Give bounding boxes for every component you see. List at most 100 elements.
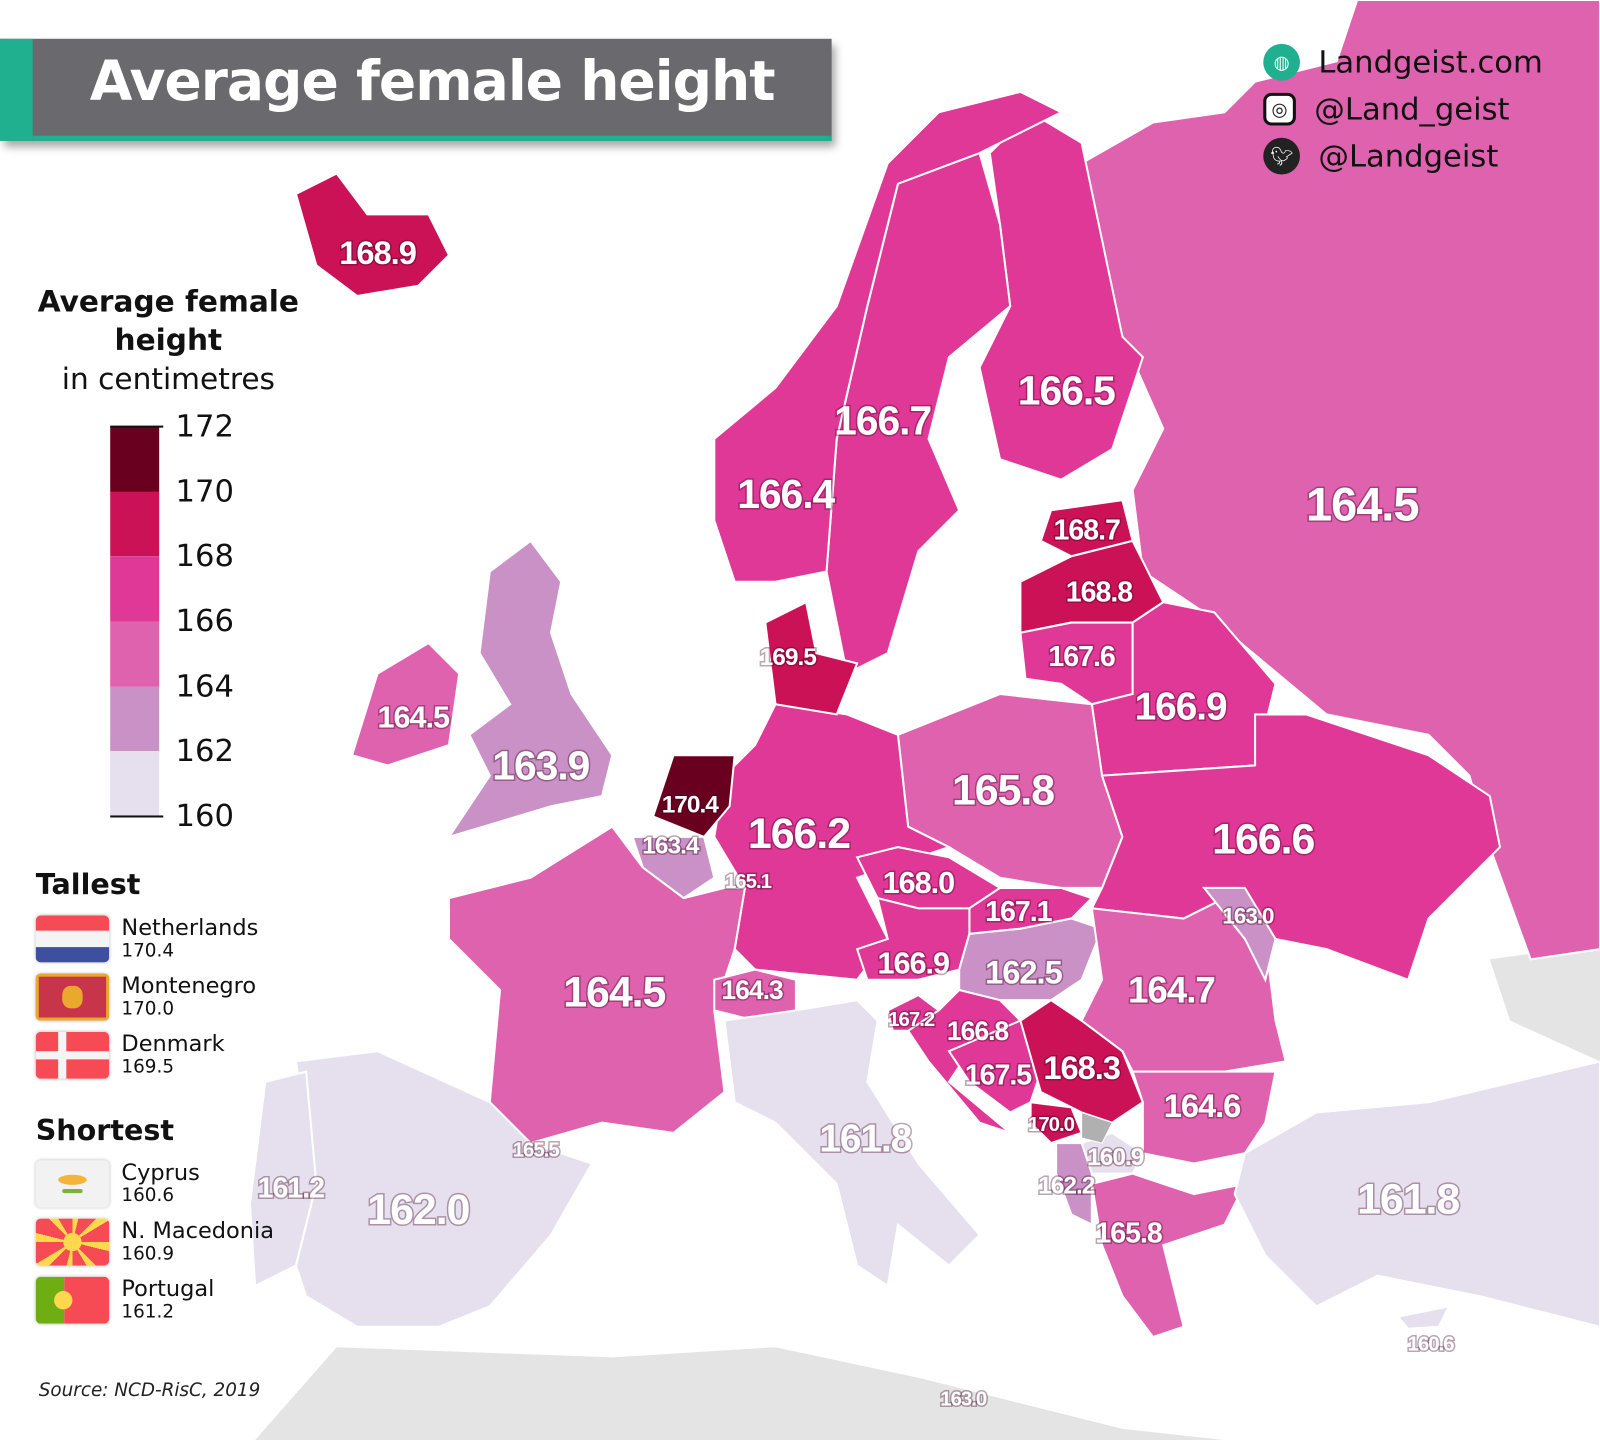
value-label-poland: 165.8 <box>952 766 1054 814</box>
country-netherlands <box>651 754 736 839</box>
country-croatia <box>906 988 1023 1134</box>
value-label-finland: 166.5 <box>1018 368 1115 414</box>
value-label-netherlands: 170.4 <box>662 792 720 819</box>
country-value: 170.4 <box>121 939 175 962</box>
scale-bin <box>110 426 160 492</box>
shortest-heading: Shortest <box>35 1113 175 1148</box>
tallest-entry: Netherlands 170.4 <box>35 915 259 963</box>
value-label-norway: 166.4 <box>737 471 835 517</box>
country-portugal <box>248 1070 318 1288</box>
country-norway <box>713 90 1064 583</box>
source-note: Source: NCD-RisC, 2019 <box>38 1379 261 1402</box>
scale-bin <box>110 556 160 622</box>
scale-tick-line <box>110 425 164 428</box>
value-label-iceland: 168.9 <box>339 234 416 271</box>
value-label-italy: 161.8 <box>819 1117 911 1160</box>
value-label-denmark: 169.5 <box>760 644 817 671</box>
country-kosovo-no-data <box>1081 1111 1113 1144</box>
country-turkey <box>1233 1060 1600 1328</box>
value-label-sweden: 166.7 <box>834 397 931 443</box>
value-label-croatia: 166.8 <box>947 1016 1009 1046</box>
social-website[interactable]: ◍ Landgeist.com <box>1263 39 1543 86</box>
scale-bin <box>110 751 160 817</box>
scale-tick-label: 162 <box>175 733 234 770</box>
value-label-germany: 166.2 <box>748 810 850 858</box>
value-label-turkey: 161.8 <box>1357 1176 1459 1224</box>
value-label-ireland: 164.5 <box>378 701 450 735</box>
value-label-moldova: 163.0 <box>1222 903 1274 928</box>
value-label-slovenia: 167.2 <box>888 1009 935 1031</box>
country-name: Cyprus <box>121 1160 200 1186</box>
social-twitter[interactable]: 🐦︎ @Landgeist <box>1263 133 1543 180</box>
netherlands-flag <box>35 915 110 963</box>
value-label-luxembourg: 165.1 <box>725 871 772 893</box>
value-label-romania: 164.7 <box>1128 970 1215 1011</box>
globe-icon: ◍ <box>1263 43 1300 81</box>
scale-tick-line <box>110 815 164 818</box>
montenegro-flag <box>35 973 110 1021</box>
social-instagram[interactable]: ◎ @Land_geist <box>1263 86 1543 133</box>
country-value: 169.5 <box>121 1056 175 1078</box>
denmark-flag <box>35 1031 110 1079</box>
tallest-entry: Montenegro 170.0 <box>35 973 257 1021</box>
value-label-spain: 162.0 <box>367 1186 469 1234</box>
legend-subtitle: in centimetres <box>61 361 275 396</box>
value-label-ukraine: 166.6 <box>1212 815 1314 863</box>
value-label-belgium: 163.4 <box>642 833 700 860</box>
value-label-albania: 162.2 <box>1038 1172 1095 1199</box>
scale-tick-label: 160 <box>175 798 234 835</box>
portugal-flag <box>35 1276 110 1324</box>
country-cyprus <box>1396 1304 1451 1330</box>
scale-tick-label: 166 <box>175 603 234 640</box>
page-title: Average female height <box>89 48 776 114</box>
value-label-uk: 163.9 <box>492 742 589 788</box>
value-label-latvia: 168.8 <box>1066 577 1133 609</box>
country-moldova <box>1201 886 1277 983</box>
scale-bin <box>110 686 160 752</box>
country-name: Denmark <box>121 1031 225 1058</box>
legend-title-line2: height <box>114 322 223 358</box>
shortest-entry: Portugal 161.2 <box>35 1276 214 1324</box>
country-uk <box>446 539 614 839</box>
country-denmark <box>764 600 859 716</box>
cyprus-flag <box>35 1160 110 1208</box>
country-austria <box>855 896 971 981</box>
country-greece <box>1090 1172 1247 1339</box>
social-links: ◍ Landgeist.com ◎ @Land_geist 🐦︎ @Landgeist <box>1263 39 1543 180</box>
value-label-serbia: 168.3 <box>1043 1049 1120 1086</box>
country-value: 160.6 <box>121 1184 175 1207</box>
north-macedonia-flag <box>35 1218 110 1266</box>
value-label-belarus: 166.9 <box>1135 686 1227 729</box>
country-value: 160.9 <box>121 1243 175 1265</box>
twitter-handle[interactable]: @Landgeist <box>1318 138 1499 175</box>
country-value: 170.0 <box>121 998 175 1020</box>
instagram-handle[interactable]: @Land_geist <box>1314 91 1510 128</box>
country-name: Montenegro <box>121 973 257 1000</box>
value-label-estonia: 168.7 <box>1054 514 1121 546</box>
scale-tick-label: 168 <box>175 538 234 575</box>
country-russia <box>1080 0 1600 961</box>
value-label-andorra: 165.5 <box>513 1140 560 1162</box>
instagram-icon: ◎ <box>1263 92 1296 126</box>
scale-bin <box>110 491 160 557</box>
value-label-bosnia: 167.5 <box>965 1059 1033 1091</box>
value-label-bulgaria: 164.6 <box>1164 1087 1241 1124</box>
legend-title-line1: Average female <box>37 283 300 319</box>
website-link[interactable]: Landgeist.com <box>1318 44 1543 81</box>
value-label-slovakia: 167.1 <box>985 896 1053 928</box>
country-albania <box>1055 1142 1093 1227</box>
country-italy <box>723 999 981 1288</box>
value-label-austria: 166.9 <box>878 947 949 981</box>
accent-underline <box>32 135 832 141</box>
country-iceland <box>294 172 451 298</box>
country-name: Netherlands <box>121 915 259 941</box>
color-scale <box>110 426 160 817</box>
value-label-hungary: 162.5 <box>985 953 1062 990</box>
scale-tick-label: 172 <box>175 408 234 445</box>
scale-tick-label: 164 <box>175 668 234 705</box>
title-banner: Average female height <box>0 38 832 141</box>
country-name: N. Macedonia <box>121 1218 274 1245</box>
value-label-czechia: 168.0 <box>883 866 954 900</box>
